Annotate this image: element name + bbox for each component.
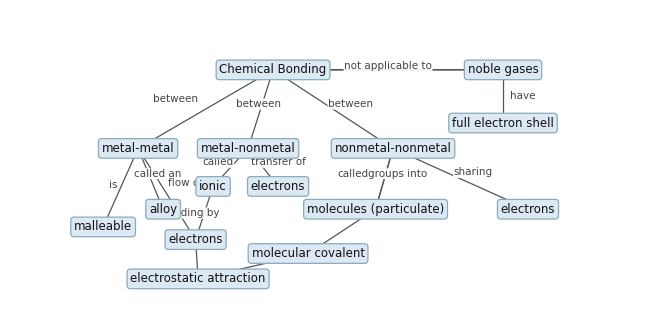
Text: not applicable to: not applicable to xyxy=(344,61,432,71)
Text: ionic: ionic xyxy=(199,180,227,193)
Text: molecular covalent: molecular covalent xyxy=(252,247,364,260)
Text: noble gases: noble gases xyxy=(468,63,539,76)
Text: called: called xyxy=(337,169,369,179)
Text: bonding by: bonding by xyxy=(161,208,220,218)
Text: transfer of: transfer of xyxy=(251,157,306,167)
Text: electrons: electrons xyxy=(501,203,555,216)
Text: metal-metal: metal-metal xyxy=(102,142,174,155)
Text: full electron shell: full electron shell xyxy=(452,116,554,130)
Text: Chemical Bonding: Chemical Bonding xyxy=(219,63,327,76)
Text: malleable: malleable xyxy=(74,220,132,234)
Text: metal-nonmetal: metal-nonmetal xyxy=(201,142,295,155)
Text: electrostatic attraction: electrostatic attraction xyxy=(130,272,266,285)
Text: flow of: flow of xyxy=(168,178,203,188)
Text: groups into: groups into xyxy=(368,169,428,179)
Text: electrons: electrons xyxy=(168,233,223,246)
Text: called: called xyxy=(203,157,233,167)
Text: electrons: electrons xyxy=(251,180,305,193)
Text: between: between xyxy=(328,99,373,109)
Text: sharing: sharing xyxy=(453,167,493,177)
Text: nonmetal-nonmetal: nonmetal-nonmetal xyxy=(335,142,451,155)
Text: called an: called an xyxy=(134,169,182,179)
Text: molecules (particulate): molecules (particulate) xyxy=(307,203,444,216)
Text: have: have xyxy=(510,91,536,101)
Text: is: is xyxy=(109,180,117,190)
Text: alloy: alloy xyxy=(149,203,177,216)
Text: between: between xyxy=(235,99,281,109)
Text: between: between xyxy=(153,94,198,104)
